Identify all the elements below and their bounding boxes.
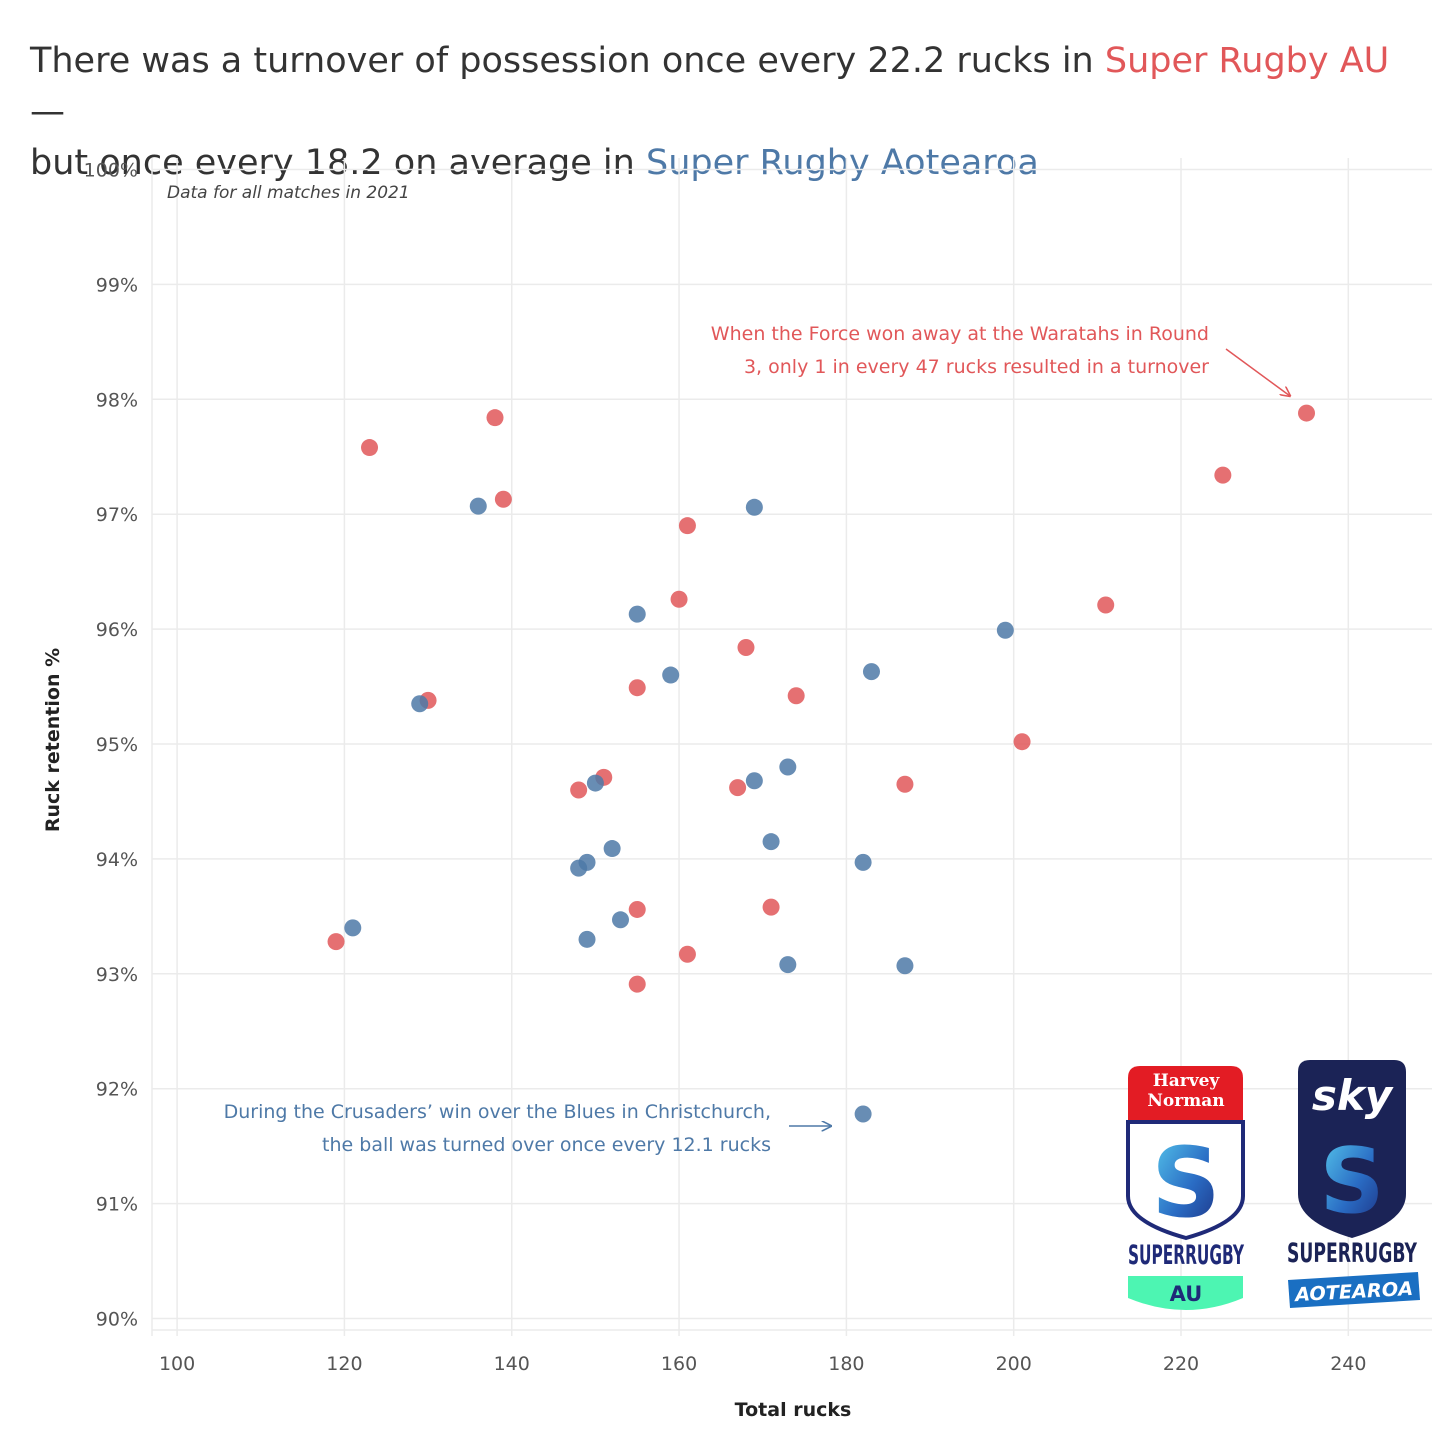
x-tick-label: 240	[1330, 1353, 1366, 1375]
x-tick-label: 120	[326, 1353, 362, 1375]
data-point	[779, 758, 797, 776]
x-tick-label: 140	[494, 1353, 530, 1375]
annotation-aotearoa: During the Crusaders’ win over the Blues…	[224, 1101, 831, 1156]
au-logo-sponsor-line1: Harvey	[1153, 1071, 1221, 1091]
data-point	[1013, 733, 1031, 751]
data-point	[762, 898, 780, 916]
annotation-au: When the Force won away at the Waratahs …	[711, 323, 1290, 396]
aotearoa-logo-sponsor: sky	[1312, 1071, 1394, 1120]
y-tick-label: 92%	[96, 1079, 138, 1101]
super-rugby-aotearoa-logo: sky S SUPERRUGBY AOTEAROA	[1287, 1060, 1420, 1308]
data-point	[570, 781, 588, 799]
data-point	[628, 679, 646, 697]
y-tick-label: 100%	[84, 159, 138, 181]
data-point	[1097, 596, 1115, 614]
data-point	[854, 1105, 872, 1123]
annotation-au-line1: When the Force won away at the Waratahs …	[711, 323, 1209, 345]
data-point	[896, 775, 914, 793]
y-tick-label: 95%	[96, 734, 138, 756]
data-points	[327, 404, 1316, 1123]
data-point	[762, 833, 780, 851]
data-point	[570, 859, 588, 877]
data-point	[628, 605, 646, 623]
data-point	[896, 957, 914, 975]
data-point	[586, 774, 604, 792]
data-point	[745, 498, 763, 516]
annotation-aotearoa-line2: the ball was turned over once every 12.1…	[322, 1134, 771, 1156]
data-point	[745, 772, 763, 790]
y-tick-label: 97%	[96, 504, 138, 526]
data-point	[787, 687, 805, 705]
annotation-au-line2: 3, only 1 in every 47 rucks resulted in …	[744, 356, 1209, 378]
data-point	[996, 621, 1014, 639]
data-point	[327, 933, 345, 951]
x-axis-title: Total rucks	[735, 1399, 852, 1421]
data-point	[862, 663, 880, 681]
annotation-aotearoa-line1: During the Crusaders’ win over the Blues…	[224, 1101, 771, 1123]
series-super-rugby-aotearoa	[344, 497, 1014, 1123]
data-point	[411, 695, 429, 713]
data-point	[628, 900, 646, 918]
data-point	[486, 409, 504, 427]
x-tick-label: 160	[661, 1353, 697, 1375]
aotearoa-logo-wordmark: SUPERRUGBY	[1287, 1238, 1417, 1269]
au-logo-sponsor-line2: Norman	[1147, 1091, 1224, 1111]
series-super-rugby-au	[327, 404, 1316, 993]
au-logo-wordmark: SUPERRUGBY	[1128, 1240, 1244, 1271]
y-tick-label: 91%	[96, 1194, 138, 1216]
data-point	[361, 439, 379, 457]
data-point	[1214, 466, 1232, 484]
title-aotearoa-name: Super Rugby Aotearoa	[645, 143, 1039, 183]
data-point	[603, 840, 621, 858]
aotearoa-logo-tag-band	[1288, 1272, 1420, 1308]
annotation-au-arrow	[1225, 348, 1290, 396]
data-point	[469, 497, 487, 515]
x-tick-label: 220	[1163, 1353, 1199, 1375]
title-au-name: Super Rugby AU	[1104, 41, 1390, 81]
data-point	[494, 490, 512, 508]
data-point	[1298, 404, 1316, 422]
y-tick-label: 90%	[96, 1309, 138, 1331]
au-logo-tag: AU	[1170, 1282, 1203, 1306]
data-point	[611, 911, 629, 929]
data-point	[670, 590, 688, 608]
x-tick-label: 200	[996, 1353, 1032, 1375]
y-tick-label: 98%	[96, 389, 138, 411]
data-note: Data for all matches in 2021	[167, 183, 410, 203]
data-point	[678, 945, 696, 963]
au-logo-s-mark: S	[1151, 1127, 1220, 1239]
data-point	[779, 956, 797, 974]
data-point	[737, 638, 755, 656]
x-axis-ticks: 100 120 140 160 180 200 220 240	[159, 1353, 1367, 1375]
au-logo-tag-band	[1128, 1276, 1243, 1310]
aotearoa-logo-shield	[1298, 1060, 1406, 1238]
data-point	[628, 975, 646, 993]
aotearoa-logo-s-mark: S	[1320, 1129, 1385, 1234]
data-point	[662, 666, 680, 684]
y-tick-label: 93%	[96, 964, 138, 986]
data-point	[344, 919, 362, 937]
grid-lines	[151, 158, 1432, 1336]
data-point	[854, 853, 872, 871]
data-point	[729, 779, 747, 797]
x-tick-label: 100	[159, 1353, 195, 1375]
y-tick-label: 94%	[96, 849, 138, 871]
x-tick-label: 180	[828, 1353, 864, 1375]
title-part1: There was a turnover of possession once …	[30, 41, 1105, 81]
super-rugby-au-logo: Harvey Norman S SUPERRUGBY AU	[1126, 1066, 1245, 1310]
y-axis-ticks: 90% 91% 92% 93% 94% 95% 96% 97% 98% 99% 100%	[84, 159, 138, 1330]
data-point	[678, 517, 696, 535]
data-point	[578, 930, 596, 948]
y-tick-label: 99%	[96, 274, 138, 296]
title-part3: but once every 18.2 on average in	[30, 143, 646, 183]
au-logo-sponsor-band	[1128, 1066, 1243, 1122]
y-tick-label: 96%	[96, 619, 138, 641]
au-logo-shield	[1126, 1120, 1245, 1241]
chart-title: There was a turnover of possession once …	[30, 36, 1430, 189]
title-part2: —	[30, 92, 65, 132]
y-axis-title: Ruck retention %	[42, 648, 64, 832]
